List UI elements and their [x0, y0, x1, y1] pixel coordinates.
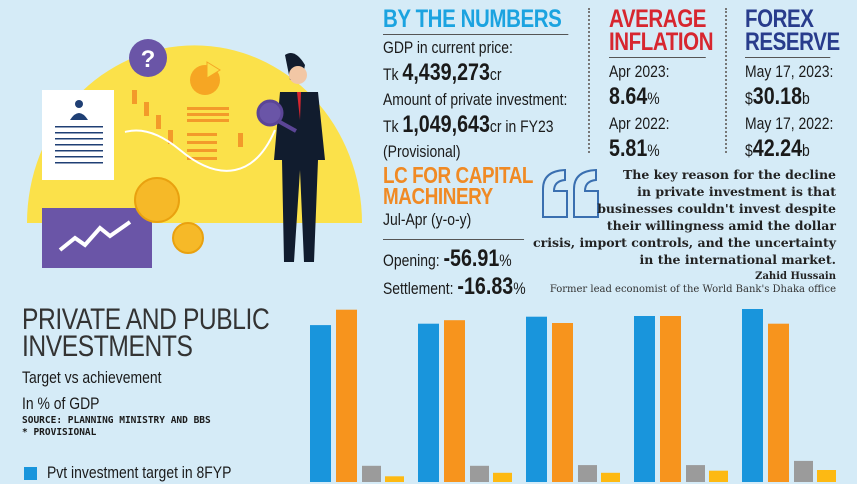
quote-line: businesses couldn't invest despite: [597, 201, 836, 216]
bar-series-4-group-1: [385, 476, 404, 482]
inflation-title-1: AVERAGE: [609, 5, 706, 33]
quote-author: Zahid Hussain: [755, 271, 836, 282]
gdp-prefix: Tk: [383, 65, 399, 84]
lc-title-2: MACHINERY: [383, 183, 493, 209]
quote-line: The key reason for the decline: [622, 167, 836, 182]
chart-title: PRIVATE AND PUBLIC INVESTMENTS: [22, 303, 270, 363]
percent-unit: %: [499, 251, 512, 270]
bar-series-2-group-5: [768, 323, 789, 482]
forex-title-2: RESERVE: [745, 28, 840, 56]
chart-note: * PROVISIONAL: [22, 427, 97, 438]
bar-series-1-group-2: [418, 323, 439, 482]
pvt-investment-label: Amount of private investment:: [383, 90, 568, 109]
bar-series-2-group-1: [336, 309, 357, 482]
lc-capital-machinery-section: LC FOR CAPITAL MACHINERY Jul-Apr (y-o-y) …: [383, 162, 566, 302]
quote-mark-icon: [542, 168, 599, 218]
forex-date-1: May 17, 2023:: [745, 62, 834, 81]
inflation-value-2: 5.81: [609, 135, 648, 162]
quote-block: The key reason for the decline in private…: [516, 166, 836, 295]
bar-series-1-group-5: [742, 309, 763, 482]
settlement-label: Settlement:: [383, 279, 454, 298]
inflation-title-2: INFLATION: [609, 28, 714, 56]
percent-unit: %: [647, 141, 660, 160]
quote-line: in the international market.: [639, 252, 837, 267]
illustration-businessman-analytics: ?: [27, 39, 362, 268]
bar-series-4-group-5: [817, 470, 836, 482]
billion-unit: b: [802, 89, 810, 108]
divider: [725, 8, 727, 153]
divider: [588, 8, 590, 153]
lc-period: Jul-Apr (y-o-y): [383, 207, 525, 240]
opening-label: Opening:: [383, 251, 440, 270]
chart-subtitle: Target vs achievement: [22, 368, 162, 387]
bar-series-1-group-3: [526, 316, 547, 482]
quote-line: in private investment is that: [637, 184, 836, 199]
legend-swatch: [24, 466, 37, 480]
forex-value-1: 30.18: [752, 83, 803, 110]
lc-title-1: LC FOR CAPITAL: [383, 162, 534, 188]
pvt-prefix: Tk: [383, 117, 399, 136]
bar-series-3-group-3: [578, 465, 597, 482]
billion-unit: b: [802, 141, 810, 160]
quote-line: their willingness amid the dollar: [606, 218, 836, 233]
percent-unit: %: [513, 279, 526, 298]
legend-item: Pvt investment target in 8FYP: [24, 462, 272, 484]
bar-series-4-group-2: [493, 472, 512, 482]
inflation-date-2: Apr 2022:: [609, 114, 670, 133]
bar-series-3-group-1: [362, 465, 381, 482]
chart-unit-label: In % of GDP: [22, 394, 100, 413]
chart-header: PRIVATE AND PUBLIC INVESTMENTS Target vs…: [22, 303, 342, 439]
bar-series-2-group-4: [660, 316, 681, 482]
pvt-note: (Provisional): [383, 142, 461, 161]
legend-label: Pvt investment target in 8FYP: [47, 463, 232, 482]
bar-series-4-group-4: [709, 470, 728, 482]
quote-line: crisis, import controls, and the uncerta…: [533, 235, 836, 250]
by-the-numbers-title: BY THE NUMBERS: [383, 7, 569, 35]
svg-text:?: ?: [141, 46, 156, 73]
dollar-sign: $: [745, 141, 753, 160]
forex-reserve-section: FOREX RESERVE May 17, 2023: $30.18b May 1…: [745, 5, 853, 165]
forex-date-2: May 17, 2022:: [745, 114, 834, 133]
inflation-date-1: Apr 2023:: [609, 62, 670, 81]
bar-series-3-group-2: [470, 465, 489, 482]
bar-series-2-group-2: [444, 320, 465, 482]
bar-series-2-group-3: [552, 323, 573, 482]
chart-source: SOURCE: PLANNING MINISTRY AND BBS: [22, 415, 211, 426]
by-the-numbers-section: BY THE NUMBERS GDP in current price: Tk …: [383, 7, 569, 163]
forex-value-2: 42.24: [752, 135, 803, 162]
quote-text: The key reason for the decline in private…: [516, 166, 836, 268]
bar-series-4-group-3: [601, 472, 620, 482]
dollar-sign: $: [745, 89, 753, 108]
average-inflation-section: AVERAGE INFLATION Apr 2023: 8.64% Apr 202…: [609, 5, 727, 165]
percent-unit: %: [647, 89, 660, 108]
settlement-value: -16.83: [457, 273, 514, 300]
quote-author-role: Former lead economist of the World Bank'…: [549, 284, 836, 295]
bar-series-3-group-4: [686, 465, 705, 482]
gdp-value: 4,439,273: [402, 59, 490, 86]
pvt-suffix: cr in FY23: [489, 117, 554, 136]
gdp-label: GDP in current price:: [383, 38, 513, 57]
opening-value: -56.91: [443, 245, 500, 272]
bar-series-1-group-4: [634, 316, 655, 482]
bar-series-1-group-1: [310, 325, 331, 482]
bar-series-3-group-5: [794, 460, 813, 482]
gdp-unit: cr: [489, 65, 502, 84]
forex-title-1: FOREX: [745, 5, 814, 33]
inflation-value-1: 8.64: [609, 83, 648, 110]
pvt-investment-value: 1,049,643: [402, 111, 490, 138]
